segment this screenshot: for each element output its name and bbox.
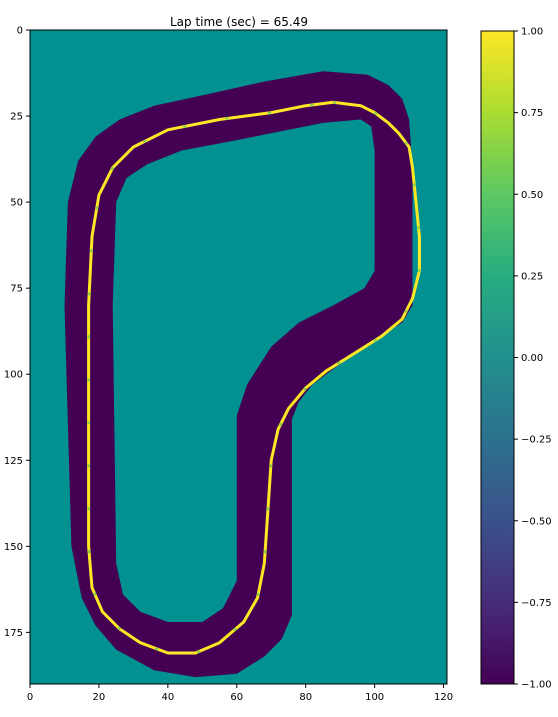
x-axis: 0 20 40 60 80 100 120 [27, 684, 453, 703]
racing-line [87, 100, 421, 655]
x-tick-label: 120 [434, 692, 453, 703]
colorbar-tick-label: 0.50 [521, 190, 543, 201]
colorbar-tick-label: 0.75 [521, 108, 543, 119]
x-tick-label: 40 [161, 692, 174, 703]
y-tick-label: 125 [4, 456, 23, 467]
heatmap-cells [64, 71, 421, 678]
y-tick-label: 75 [10, 284, 23, 295]
x-tick-label: 80 [299, 692, 312, 703]
y-tick-label: 0 [17, 26, 23, 37]
track-region [64, 71, 413, 678]
chart-title: Lap time (sec) = 65.49 [170, 15, 308, 29]
y-tick-label: 150 [4, 542, 23, 553]
colorbar [481, 31, 514, 684]
x-tick-label: 20 [93, 692, 106, 703]
colorbar-axis: 1.00 0.75 0.50 0.25 0.00 −0.25 −0.50 −0.75 −1.00 [514, 27, 552, 691]
x-tick-label: 0 [27, 692, 33, 703]
colorbar-tick-label: 0.00 [521, 353, 543, 364]
colorbar-tick-label: −0.50 [521, 516, 552, 527]
x-tick-label: 60 [230, 692, 243, 703]
y-tick-label: 175 [4, 628, 23, 639]
y-tick-label: 100 [4, 370, 23, 381]
y-axis: 0 25 50 75 100 125 150 175 [4, 26, 30, 639]
plot-frame [29, 29, 448, 685]
colorbar-tick-label: −0.75 [521, 598, 552, 609]
colorbar-tick-label: 0.25 [521, 271, 543, 282]
colorbar-tick-label: 1.00 [521, 27, 543, 38]
colorbar-tick-label: −0.25 [521, 435, 552, 446]
x-tick-label: 100 [365, 692, 384, 703]
y-tick-label: 25 [10, 112, 23, 123]
colorbar-tick-label: −1.00 [521, 680, 552, 691]
y-tick-label: 50 [10, 198, 23, 209]
